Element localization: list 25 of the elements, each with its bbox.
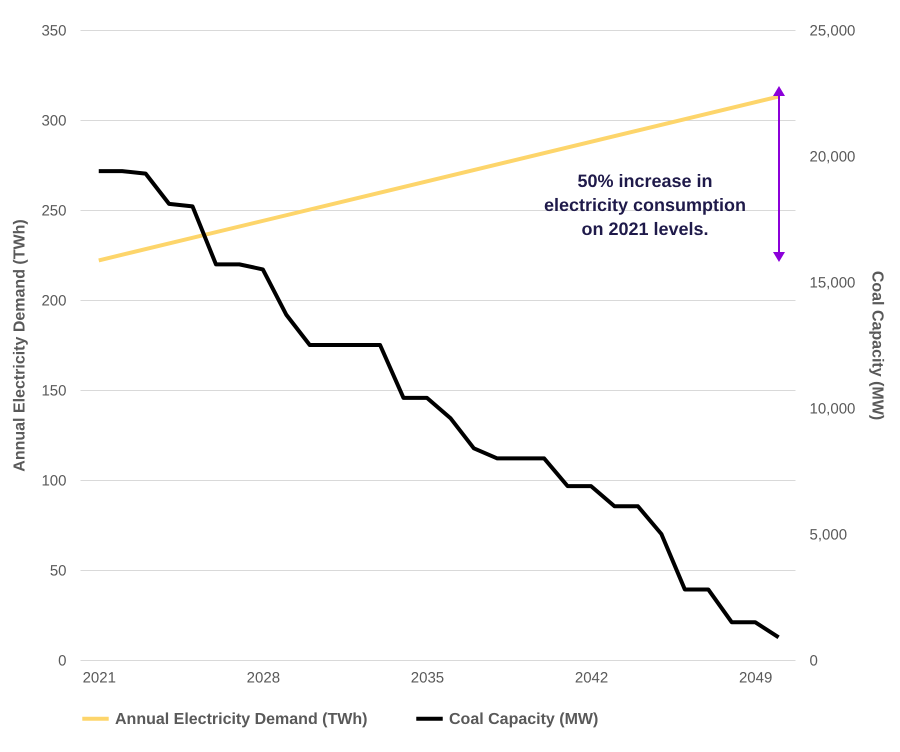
annotation: 50% increase in electricity consumption on 2021 levels. bbox=[544, 171, 746, 239]
x-tick-label: 2049 bbox=[738, 670, 772, 686]
x-tick-label: 2035 bbox=[410, 670, 444, 686]
y2-tick-label: 0 bbox=[810, 652, 818, 670]
y2-tick-label: 5,000 bbox=[810, 526, 848, 544]
y-tick-label: 50 bbox=[50, 562, 66, 580]
y-tick-label: 150 bbox=[41, 382, 66, 400]
y2-tick-label: 15,000 bbox=[810, 274, 856, 292]
y2-tick-label: 25,000 bbox=[810, 22, 856, 40]
y-tick-label: 300 bbox=[41, 112, 66, 130]
y-tick-label: 250 bbox=[41, 202, 66, 220]
y2-tick-label: 10,000 bbox=[810, 400, 856, 418]
line-series bbox=[96, 169, 781, 640]
legend-label: Coal Capacity (MW) bbox=[449, 710, 598, 728]
x-tick-label: 2042 bbox=[574, 670, 608, 686]
y-tick-label: 350 bbox=[41, 22, 66, 40]
x-tick-label: 2028 bbox=[246, 670, 280, 686]
y2-tick-label: 20,000 bbox=[810, 148, 856, 166]
y-tick-label: 200 bbox=[41, 292, 66, 310]
y2-axis-title: Coal Capacity (MW) bbox=[868, 270, 886, 420]
y-tick-label: 100 bbox=[41, 472, 66, 490]
y-tick-label: 0 bbox=[58, 652, 66, 670]
legend-label: Annual Electricity Demand (TWh) bbox=[115, 710, 368, 728]
y-axis-title: Annual Electricity Demand (TWh) bbox=[11, 219, 28, 472]
x-tick-label: 2021 bbox=[82, 670, 116, 686]
